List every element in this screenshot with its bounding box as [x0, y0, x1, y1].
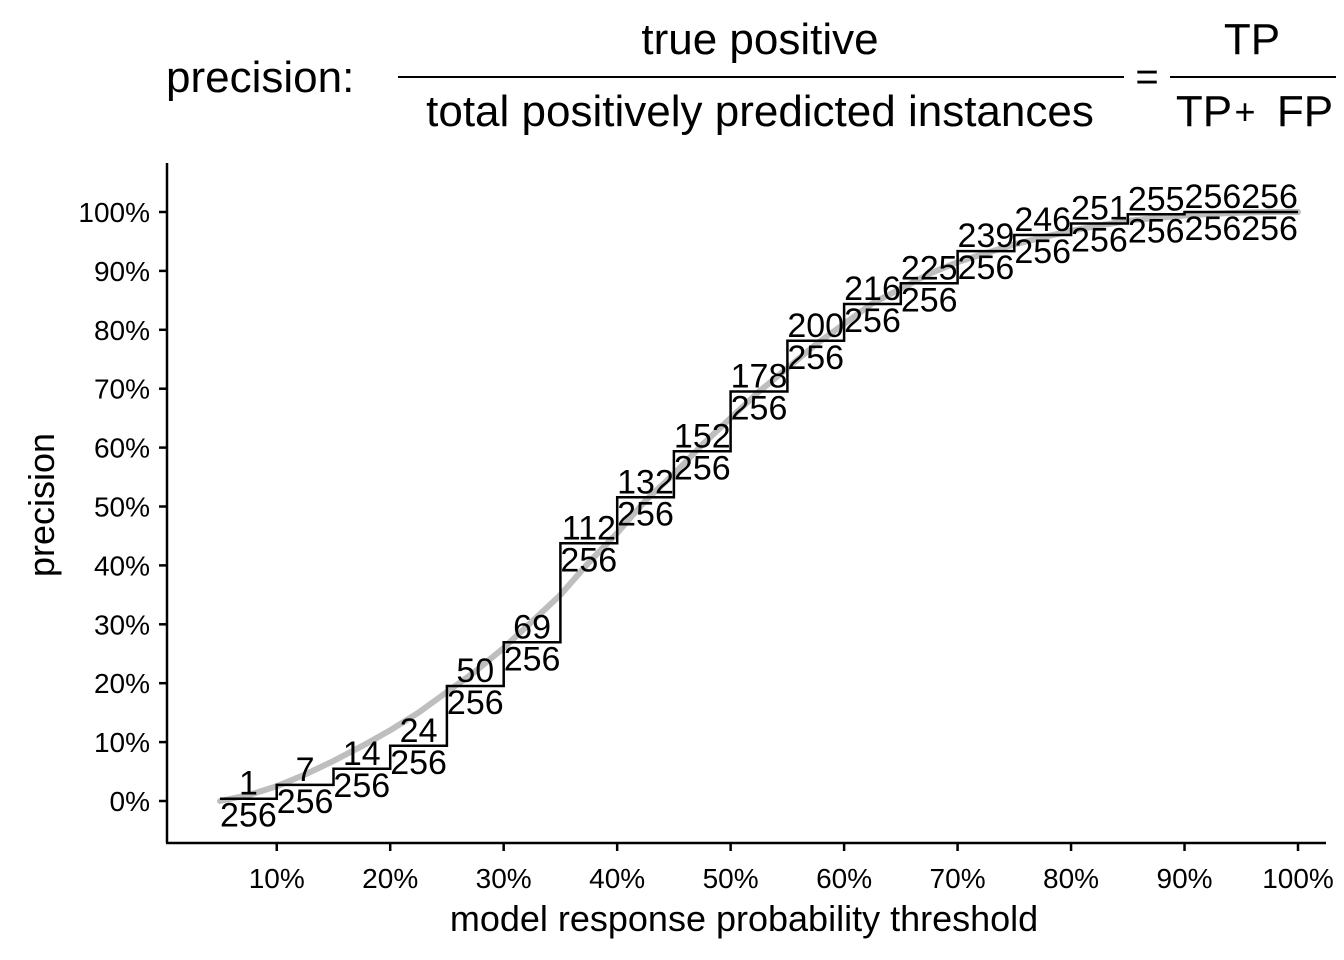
- precision-step-line: [220, 210, 1298, 800]
- title-tp-numerator: TP: [1224, 15, 1280, 64]
- x-tick-label: 80%: [1043, 863, 1099, 894]
- y-axis-title: precision: [21, 433, 62, 577]
- step-total-label: 256: [1128, 212, 1185, 250]
- step-tp-label: 178: [731, 358, 788, 396]
- step-tp-label: 112: [562, 509, 616, 547]
- y-tick-label: 70%: [94, 374, 150, 405]
- step-total-label: 256: [220, 797, 277, 835]
- y-tick-label: 90%: [94, 256, 150, 287]
- step-total-label: 256: [333, 767, 390, 805]
- title-tp-denominator-tp: TP: [1176, 87, 1232, 136]
- title-equals: =: [1135, 55, 1158, 99]
- step-total-label: 256: [844, 302, 901, 340]
- step-tp-label: 7: [296, 751, 315, 789]
- step-tp-label: 256: [1185, 178, 1242, 216]
- x-tick-label: 90%: [1157, 863, 1213, 894]
- x-tick-label: 10%: [249, 863, 305, 894]
- title-denominator: total positively predicted instances: [426, 87, 1094, 136]
- step-tp-label: 216: [844, 270, 901, 308]
- step-tp-label: 251: [1071, 190, 1128, 228]
- x-tick-label: 30%: [476, 863, 532, 894]
- step-total-label: 256: [277, 783, 334, 821]
- step-total-label: 256: [1185, 210, 1242, 248]
- y-tick-label: 10%: [94, 727, 150, 758]
- step-tp-label: 239: [958, 217, 1015, 255]
- x-tick-label: 100%: [1262, 863, 1334, 894]
- step-total-label: 256: [390, 744, 447, 782]
- step-total-label: 256: [617, 495, 674, 533]
- step-tp-label: 200: [787, 307, 844, 345]
- step-total-label: 256: [1071, 222, 1128, 260]
- title-plus: +: [1234, 91, 1255, 132]
- step-tp-label: 69: [513, 608, 551, 646]
- y-tick-label: 80%: [94, 315, 150, 346]
- y-tick-label: 100%: [78, 197, 150, 228]
- title-numerator: true positive: [641, 15, 878, 64]
- step-tp-label: 225: [901, 249, 958, 287]
- y-tick-label: 20%: [94, 668, 150, 699]
- x-tick-label: 60%: [816, 863, 872, 894]
- step-tp-label: 14: [343, 735, 381, 773]
- step-tp-label: 256: [1241, 178, 1298, 216]
- step-tp-label: 50: [456, 652, 494, 690]
- x-tick-label: 50%: [703, 863, 759, 894]
- step-tp-label: 246: [1014, 201, 1071, 239]
- step-total-label: 256: [731, 390, 788, 428]
- smooth-precision-curve: [217, 209, 1301, 804]
- step-tp-label: 152: [674, 417, 731, 455]
- x-tick-label: 70%: [930, 863, 986, 894]
- x-axis-title: model response probability threshold: [450, 898, 1038, 939]
- y-tick-label: 0%: [110, 786, 150, 817]
- step-total-label: 256: [1014, 233, 1071, 271]
- step-total-label: 256: [901, 281, 958, 319]
- plot-layer: 1256725614256242565025669256112256132256…: [217, 178, 1301, 835]
- y-tick-label: 40%: [94, 550, 150, 581]
- step-total-label: 256: [560, 541, 617, 579]
- y-axis-ticks: 0% 10% 20% 30% 40% 50% 60% 70% 80% 90% 100%: [78, 197, 167, 817]
- step-tp-label: 255: [1128, 180, 1185, 218]
- step-total-label: 256: [674, 449, 731, 487]
- title-tp-denominator-fp: FP: [1277, 87, 1333, 136]
- x-axis-ticks: 10% 20% 30% 40% 50% 60% 70% 80% 90% 100%: [249, 843, 1334, 894]
- chart-title: precision: true positive total positivel…: [166, 15, 1336, 136]
- step-tp-label: 132: [617, 463, 674, 501]
- title-prefix: precision:: [166, 53, 354, 102]
- x-tick-label: 40%: [589, 863, 645, 894]
- step-total-label: 256: [787, 339, 844, 377]
- step-tp-label: 24: [400, 712, 438, 750]
- x-tick-label: 20%: [362, 863, 418, 894]
- y-tick-label: 30%: [94, 609, 150, 640]
- step-total-label: 256: [958, 249, 1015, 287]
- step-tp-label: 1: [239, 765, 258, 803]
- y-tick-label: 60%: [94, 433, 150, 464]
- step-total-label: 256: [504, 640, 561, 678]
- step-total-label: 256: [447, 684, 504, 722]
- y-tick-label: 50%: [94, 492, 150, 523]
- step-total-label: 256: [1241, 210, 1298, 248]
